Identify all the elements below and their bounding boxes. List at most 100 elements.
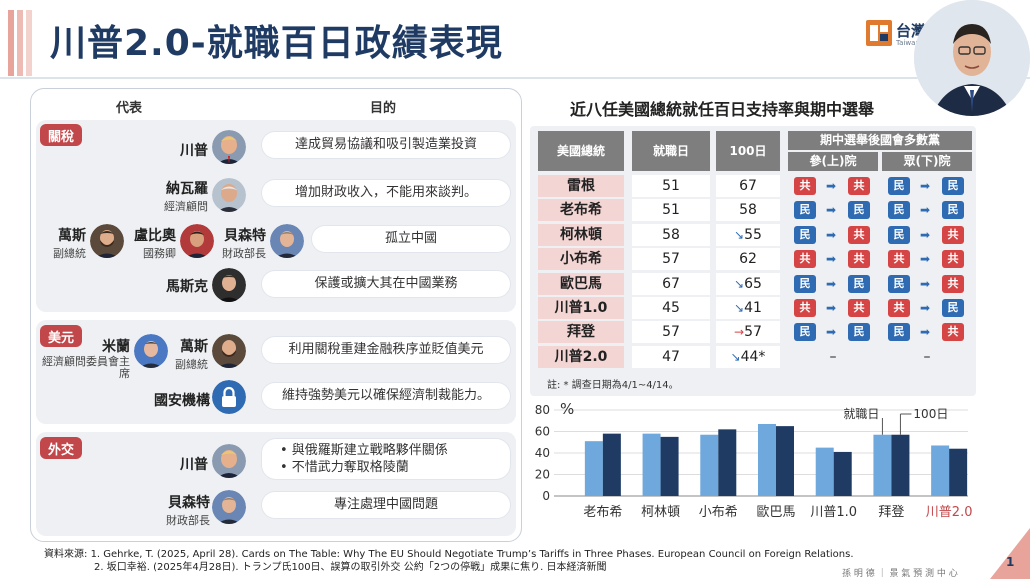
president-name: 柯林頓 [538,224,624,246]
house-party-badge: 共 [942,226,964,244]
house-party-badge: 民 [888,323,910,341]
column-header-representative: 代表 [116,101,143,116]
inaug-approval: 51 [632,199,710,221]
house-party-badge: 共 [942,250,964,268]
bar-day100 [891,434,910,496]
person-name: 貝森特 [224,228,266,244]
bar-day100 [949,448,968,496]
inaug-approval: 45 [632,297,710,319]
person-title: 副總統 [175,358,208,371]
right-arrow-icon: ➡ [920,325,931,339]
house-party-badge: 民 [942,201,964,219]
senate-party-badge: 民 [848,201,870,219]
president-name: 川普2.0 [538,346,624,368]
bar-inaug [584,441,603,496]
avatar-musk [212,268,246,302]
title-divider [0,77,1030,79]
section-tag-tariffs: 關稅 [40,124,83,146]
right-arrow-icon: ➡ [920,179,931,193]
th-day100: 100日 [716,131,780,171]
x-tick-label: 老布希 [583,505,622,520]
title-accent-bars [8,10,32,76]
person-name: 川普 [180,457,208,473]
trend-arrow-icon: → [734,325,745,339]
footer-text: 孫 明 德 ｜ 景 氣 預 測 中 心 [842,569,958,579]
house-party-badge: 共 [942,323,964,341]
person-rubio: 盧比奧 國務卿 [128,225,176,261]
bar-inaug [873,434,892,496]
person-trump: 川普 [150,140,208,160]
legend-label-inaug: 就職日 [843,407,879,421]
goal-pill: 孤立中國 [312,226,510,252]
avatar-trump [212,130,246,164]
person-title: 經濟顧問 [164,200,208,213]
day100-approval: →57 [716,321,780,343]
day100-value: 58 [739,202,757,218]
bar-day100 [660,436,679,496]
day100-approval: 67 [716,175,780,197]
senate-party-badge: 民 [794,201,816,219]
house-party-badge: 共 [888,299,910,317]
president-name: 歐巴馬 [538,273,624,295]
day100-approval: ↘44* [716,346,780,368]
logo: 台灣 Taiwan [866,20,946,48]
avatar-vance [90,224,124,258]
approval-bar-chart: 0 20 40 60 80 % 老布希 柯林頓 小布希 歐巴馬 川普1.0 拜登 川普2.0 就職日 100… [535,400,973,520]
inaug-approval: 67 [632,273,710,295]
x-tick-label: 川普1.0 [810,505,857,520]
president-name: 雷根 [538,175,624,197]
senate-party-badge: 共 [794,299,816,317]
bar-inaug [931,445,950,496]
senate-party-badge: 民 [794,226,816,244]
right-arrow-icon: ➡ [826,179,837,193]
person-miran: 米蘭 經濟顧問委員會主席 [36,336,130,380]
house-party-badge: 共 [942,275,964,293]
section-tag-diplomacy: 外交 [40,437,83,459]
bar-day100 [776,426,794,496]
goal-pill: 專注處理中國問題 [262,492,510,518]
x-tick-label: 小布希 [699,505,738,520]
inaug-approval: 57 [632,248,710,270]
source-label: 資料來源: [44,549,88,560]
y-tick-label: 40 [535,446,550,460]
person-title: 財政部長 [166,514,210,527]
person-name: 川普 [180,143,208,159]
person-title: 副總統 [53,247,86,260]
x-tick-label: 柯林頓 [641,505,680,520]
goal-pill: 利用關稅重建金融秩序並貶值美元 [262,337,510,363]
day100-value: 41 [744,300,762,316]
x-tick-label: 歐巴馬 [756,505,795,520]
senate-party-badge: 民 [848,275,870,293]
corner-decoration [990,528,1030,579]
bar-day100 [833,451,852,496]
senate-party-badge: 共 [848,226,870,244]
house-party-badge: 共 [888,250,910,268]
trend-arrow-icon: ↘ [734,301,745,315]
senate-party-badge: 共 [794,250,816,268]
column-header-goal: 目的 [370,101,397,116]
th-inaug: 就職日 [632,131,710,171]
senate-party-badge: 民 [848,323,870,341]
presenter-webcam [914,0,1030,116]
right-arrow-icon: ➡ [920,277,931,291]
day100-value: 44* [740,349,766,365]
right-arrow-icon: ➡ [920,228,931,242]
president-name: 拜登 [538,321,624,343]
bar-day100 [602,433,621,496]
day100-value: 67 [739,178,757,194]
page-number: 1 [1006,555,1015,569]
day100-approval: ↘55 [716,224,780,246]
avatar-rubio [180,224,214,258]
person-bessent-2: 貝森特 財政部長 [150,492,210,528]
senate-party-badge: 共 [848,177,870,195]
goal-pill: 增加財政收入，不能用來談判。 [262,180,510,206]
inaug-approval: 58 [632,224,710,246]
bar-inaug [815,447,834,496]
president-name: 老布希 [538,199,624,221]
right-arrow-icon: ➡ [920,301,931,315]
goal-line: • 不惜武力奪取格陵蘭 [280,460,409,475]
house-party-badge: 民 [888,201,910,219]
y-tick-label: 20 [535,468,550,482]
senate-party-badge: 共 [848,250,870,268]
bar-day100 [718,429,737,496]
